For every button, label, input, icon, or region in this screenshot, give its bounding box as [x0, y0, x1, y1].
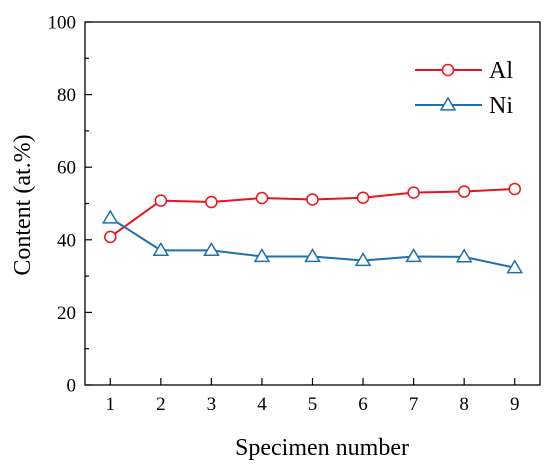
- y-tick-label: 0: [67, 376, 77, 397]
- legend-al-marker: [441, 63, 455, 77]
- legend-al-label: Al: [489, 58, 513, 84]
- y-tick-label: 80: [57, 85, 76, 106]
- series-ni-point: [101, 209, 119, 224]
- series-ni-point: [152, 241, 170, 256]
- x-tick-label: 7: [409, 394, 419, 415]
- series-al-point: [306, 193, 319, 206]
- legend: Al Ni: [415, 58, 513, 119]
- legend-ni-label: Ni: [489, 93, 513, 119]
- series-ni-point: [405, 248, 422, 263]
- x-tick-label: 4: [257, 394, 267, 415]
- x-tick-label: 9: [510, 394, 520, 415]
- series-ni-point: [354, 252, 372, 267]
- x-tick-label: 1: [106, 394, 116, 415]
- y-tick-label: 40: [57, 230, 76, 251]
- x-tick-label: 5: [308, 394, 318, 415]
- series-al: [104, 182, 521, 244]
- series-al-point: [508, 182, 521, 196]
- series-al-point: [205, 195, 218, 209]
- series-ni-point: [203, 241, 220, 256]
- y-axis-title: Content (at.%): [10, 134, 36, 275]
- series-al-point: [407, 186, 420, 199]
- x-tick-label: 8: [459, 394, 469, 415]
- x-tick-label: 2: [156, 394, 166, 415]
- series-ni-point: [253, 248, 271, 263]
- series-ni: [101, 209, 524, 274]
- series-al-point: [154, 194, 168, 207]
- y-tick-label: 20: [57, 303, 76, 324]
- series-al-point: [356, 191, 370, 204]
- series-ni-point: [506, 259, 524, 274]
- series-ni-point: [455, 248, 473, 263]
- series-al-point: [104, 230, 117, 244]
- axes: 0 20 40 60 80 100 1 2 3 4 5 6 7 8 9: [48, 13, 541, 415]
- y-tick-label: 60: [57, 158, 76, 179]
- y-tick-label: 100: [48, 13, 77, 34]
- series-al-point: [457, 185, 471, 198]
- legend-ni-marker: [439, 96, 457, 111]
- x-axis-title: Specimen number: [235, 435, 409, 461]
- series-layer: [101, 182, 524, 274]
- series-al-point: [255, 191, 269, 205]
- x-tick-label: 6: [358, 394, 368, 415]
- x-tick-label: 3: [207, 394, 217, 415]
- series-ni-point: [304, 248, 321, 263]
